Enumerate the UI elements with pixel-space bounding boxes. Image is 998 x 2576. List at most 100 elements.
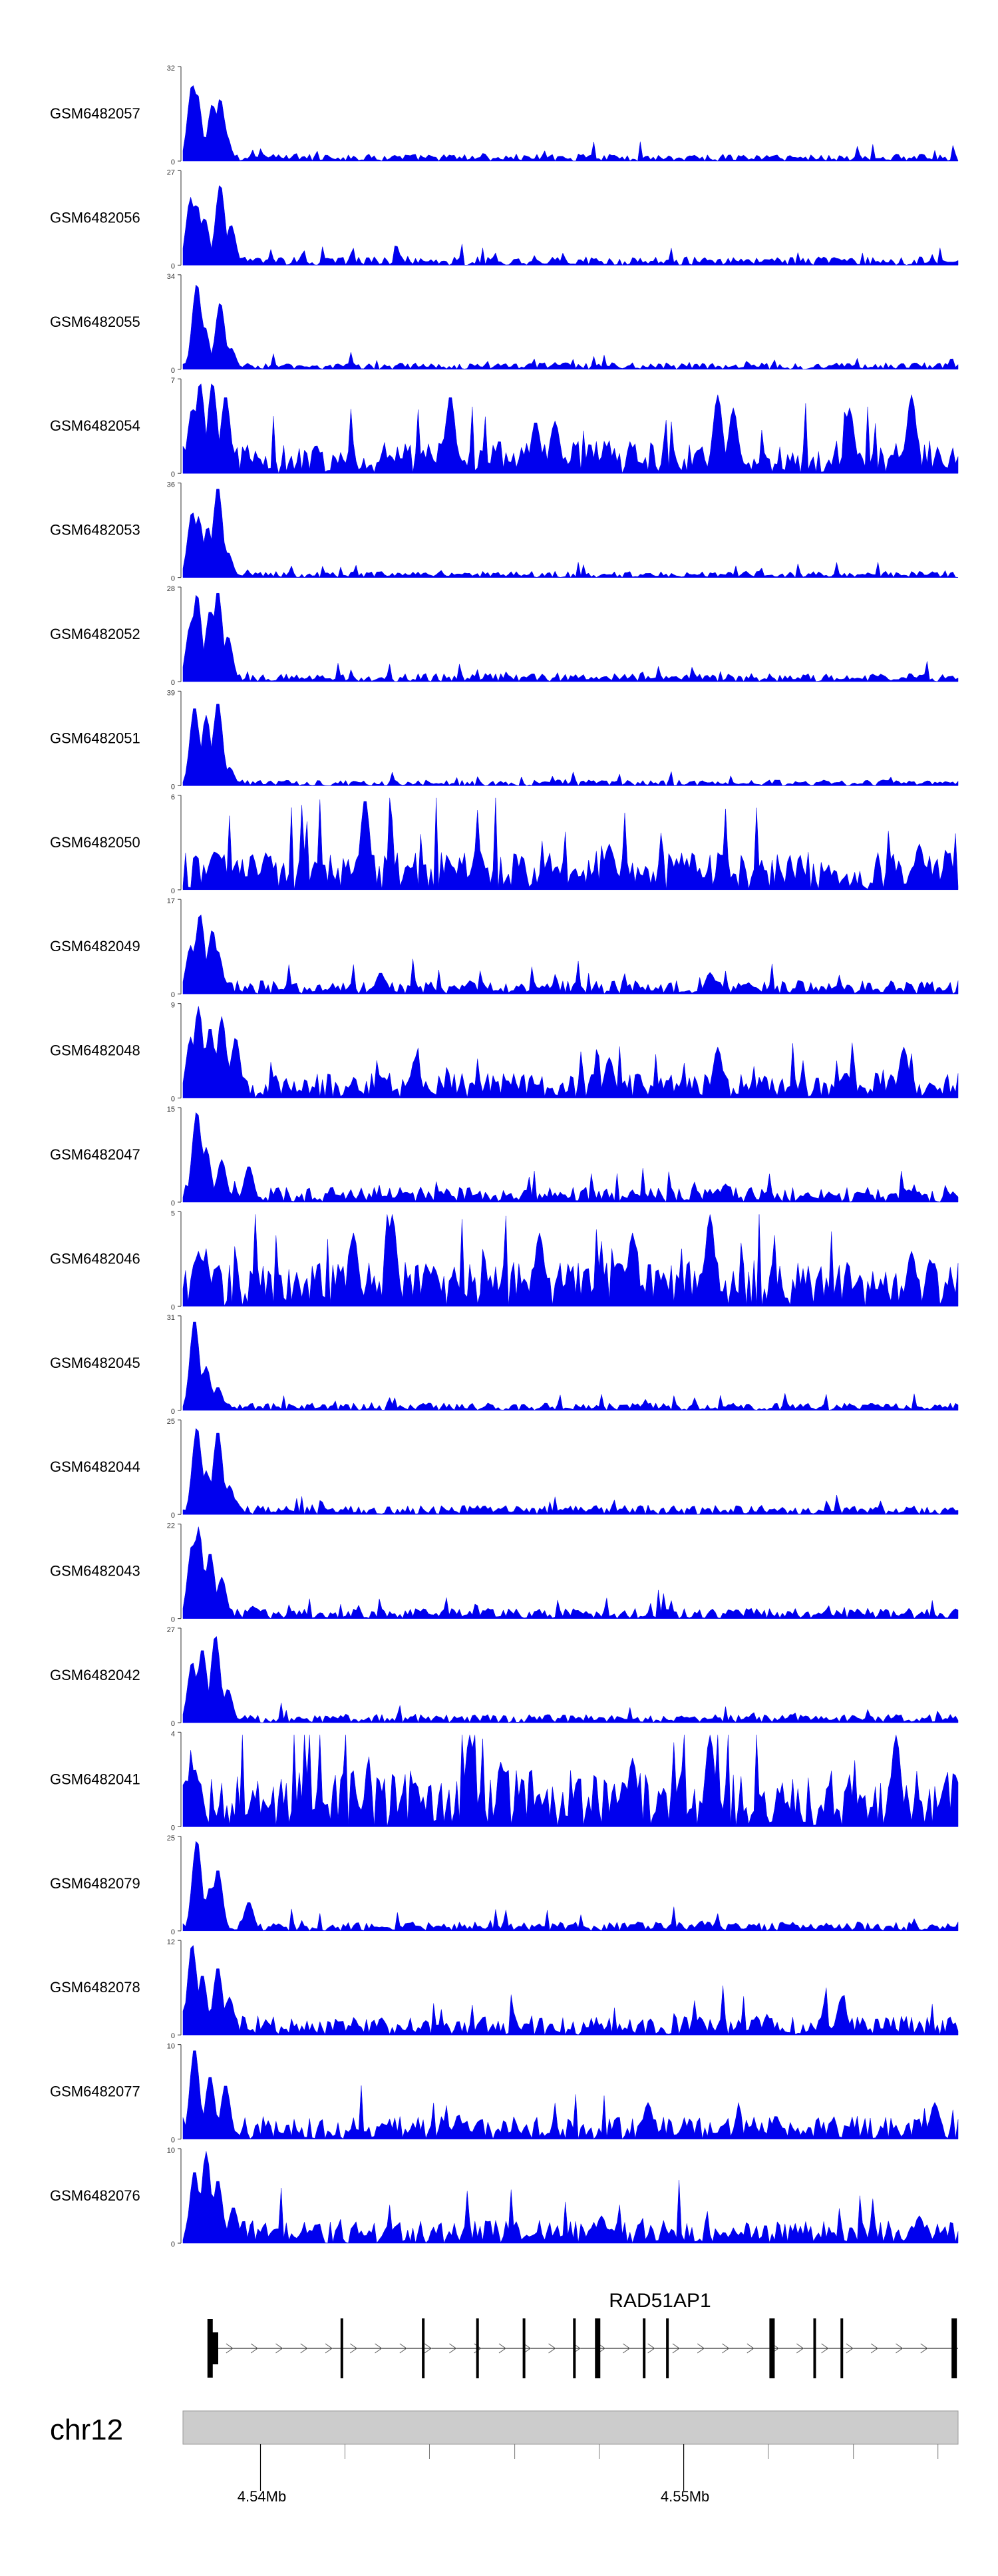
strand-arrow bbox=[747, 2343, 754, 2354]
track-label: GSM6482048 bbox=[50, 1042, 140, 1059]
track-ymin-label: 0 bbox=[171, 887, 175, 895]
coverage-area bbox=[182, 797, 959, 891]
track-ymin-label: 0 bbox=[171, 1928, 175, 1936]
track-ymax-label: 6 bbox=[171, 793, 175, 801]
strand-arrow bbox=[325, 2343, 333, 2354]
strand-arrow bbox=[896, 2343, 904, 2354]
track-label: GSM6482077 bbox=[50, 2083, 140, 2100]
strand-arrow bbox=[697, 2343, 705, 2354]
coverage-area bbox=[182, 1526, 959, 1619]
track-ymax-label: 17 bbox=[167, 897, 175, 905]
track-label: GSM6482049 bbox=[50, 938, 140, 955]
coverage-area bbox=[182, 383, 959, 474]
strand-arrow bbox=[523, 2343, 532, 2354]
track-ymax-label: 9 bbox=[171, 1002, 175, 1010]
track-ymin-label: 0 bbox=[171, 679, 175, 687]
strand-arrow bbox=[623, 2343, 631, 2354]
strand-arrow bbox=[597, 2343, 605, 2354]
track-ymin-label: 0 bbox=[171, 1199, 175, 1207]
strand-arrow bbox=[821, 2343, 829, 2354]
track-ymin-label: 0 bbox=[171, 783, 175, 791]
exon bbox=[573, 2318, 576, 2378]
track-ymax-label: 25 bbox=[167, 1418, 175, 1426]
coverage-area bbox=[182, 1321, 959, 1411]
coverage-area bbox=[182, 914, 959, 994]
track-ymax-label: 10 bbox=[167, 2043, 175, 2051]
track-label: GSM6482055 bbox=[50, 314, 140, 330]
track-ymin-label: 0 bbox=[171, 1408, 175, 1416]
track-ymax-label: 28 bbox=[167, 585, 175, 593]
exon bbox=[769, 2318, 775, 2378]
strand-arrow bbox=[300, 2343, 308, 2354]
coverage-area bbox=[182, 1214, 959, 1307]
track-ymin-label: 0 bbox=[171, 2137, 175, 2145]
strand-arrow bbox=[250, 2343, 259, 2354]
strand-arrow bbox=[796, 2343, 804, 2354]
coverage-area bbox=[182, 85, 959, 162]
coverage-area bbox=[182, 1112, 959, 1203]
track-ymax-label: 5 bbox=[171, 1209, 175, 1217]
track-ymin-label: 0 bbox=[171, 471, 175, 479]
exon bbox=[340, 2318, 343, 2378]
strand-arrow bbox=[920, 2343, 928, 2354]
exon bbox=[666, 2318, 669, 2378]
track-ymax-label: 22 bbox=[167, 1522, 175, 1530]
gene-start-block bbox=[212, 2332, 218, 2364]
track-label: GSM6482051 bbox=[50, 730, 140, 746]
strand-arrow bbox=[548, 2343, 556, 2354]
track-label: GSM6482057 bbox=[50, 105, 140, 122]
strand-arrow bbox=[399, 2343, 407, 2354]
track-ymin-label: 0 bbox=[171, 2032, 175, 2040]
track-ymax-label: 39 bbox=[167, 689, 175, 697]
track-ymax-label: 25 bbox=[167, 1834, 175, 1842]
strand-arrow bbox=[498, 2343, 506, 2354]
track-ymin-label: 0 bbox=[171, 367, 175, 375]
track-ymax-label: 32 bbox=[167, 65, 175, 73]
strand-arrow bbox=[350, 2343, 358, 2354]
track-label: GSM6482050 bbox=[50, 834, 140, 851]
strand-arrow bbox=[846, 2343, 854, 2354]
track-label: GSM6482042 bbox=[50, 1667, 140, 1683]
strand-arrow bbox=[647, 2343, 655, 2354]
track-label: GSM6482044 bbox=[50, 1458, 140, 1475]
coverage-area bbox=[182, 1735, 959, 1827]
track-label: GSM6482078 bbox=[50, 1979, 140, 1996]
track-ymin-label: 0 bbox=[171, 1720, 175, 1728]
track-ymin-label: 0 bbox=[171, 1616, 175, 1624]
track-ymin-label: 0 bbox=[171, 262, 175, 270]
track-ymax-label: 12 bbox=[167, 1938, 175, 1946]
coverage-area bbox=[182, 1428, 959, 1515]
track-ymax-label: 7 bbox=[171, 377, 175, 385]
coverage-area bbox=[182, 284, 959, 370]
track-ymax-label: 10 bbox=[167, 2147, 175, 2155]
track-label: GSM6482054 bbox=[50, 417, 140, 434]
strand-arrow bbox=[449, 2343, 457, 2354]
strand-arrow bbox=[226, 2343, 234, 2354]
track-ymax-label: 34 bbox=[167, 273, 175, 281]
track-ymin-label: 0 bbox=[171, 1303, 175, 1311]
track-label: GSM6482047 bbox=[50, 1146, 140, 1163]
track-label: GSM6482046 bbox=[50, 1250, 140, 1267]
coverage-area bbox=[182, 592, 959, 682]
coverage-area bbox=[182, 185, 959, 266]
track-label: GSM6482043 bbox=[50, 1563, 140, 1580]
track-ymin-label: 0 bbox=[171, 991, 175, 999]
coverage-area bbox=[182, 2050, 959, 2140]
track-ymin-label: 0 bbox=[171, 1096, 175, 1104]
strand-arrow bbox=[722, 2343, 730, 2354]
track-label: GSM6482053 bbox=[50, 522, 140, 538]
coverage-area bbox=[182, 704, 959, 787]
exon bbox=[595, 2318, 601, 2378]
strand-arrow bbox=[375, 2343, 383, 2354]
coverage-area bbox=[182, 1635, 959, 1723]
track-ymax-label: 4 bbox=[171, 1730, 175, 1738]
exon bbox=[643, 2318, 646, 2378]
exon bbox=[522, 2318, 526, 2378]
exon bbox=[207, 2319, 213, 2378]
exon bbox=[951, 2318, 957, 2378]
track-ymax-label: 27 bbox=[167, 1626, 175, 1634]
track-ymax-label: 27 bbox=[167, 168, 175, 176]
coverage-area bbox=[182, 1945, 959, 2036]
track-label: GSM6482079 bbox=[50, 1875, 140, 1892]
track-ymin-label: 0 bbox=[171, 2241, 175, 2249]
